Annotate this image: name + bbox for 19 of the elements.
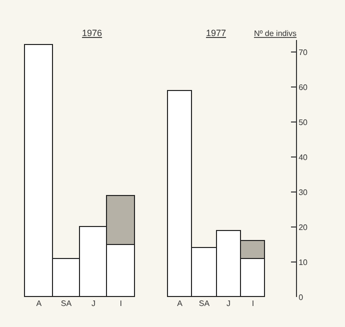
y-tick-label: 40 xyxy=(298,152,308,162)
y-axis-title: Nº de indivs xyxy=(254,29,296,38)
chart-title: 1977 xyxy=(206,28,226,38)
y-tick-label: 70 xyxy=(298,48,308,58)
chart-title: 1976 xyxy=(82,28,102,38)
x-tick-label: SA xyxy=(198,299,210,308)
x-tick-label: J xyxy=(92,299,96,308)
x-tick-label: I xyxy=(120,299,122,308)
x-tick-label: SA xyxy=(60,299,72,308)
y-tick-label: 30 xyxy=(298,188,308,197)
x-tick-label: A xyxy=(36,299,42,308)
y-tick-label: 10 xyxy=(298,258,308,267)
x-tick-label: A xyxy=(177,299,184,308)
y-tick-label: 60 xyxy=(298,83,308,92)
y-tick-label: 20 xyxy=(298,222,308,232)
x-tick-label: I xyxy=(252,299,254,308)
y-tick-label: 0 xyxy=(298,292,304,302)
y-tick-label: 50 xyxy=(298,118,308,127)
x-tick-label: J xyxy=(226,299,231,308)
